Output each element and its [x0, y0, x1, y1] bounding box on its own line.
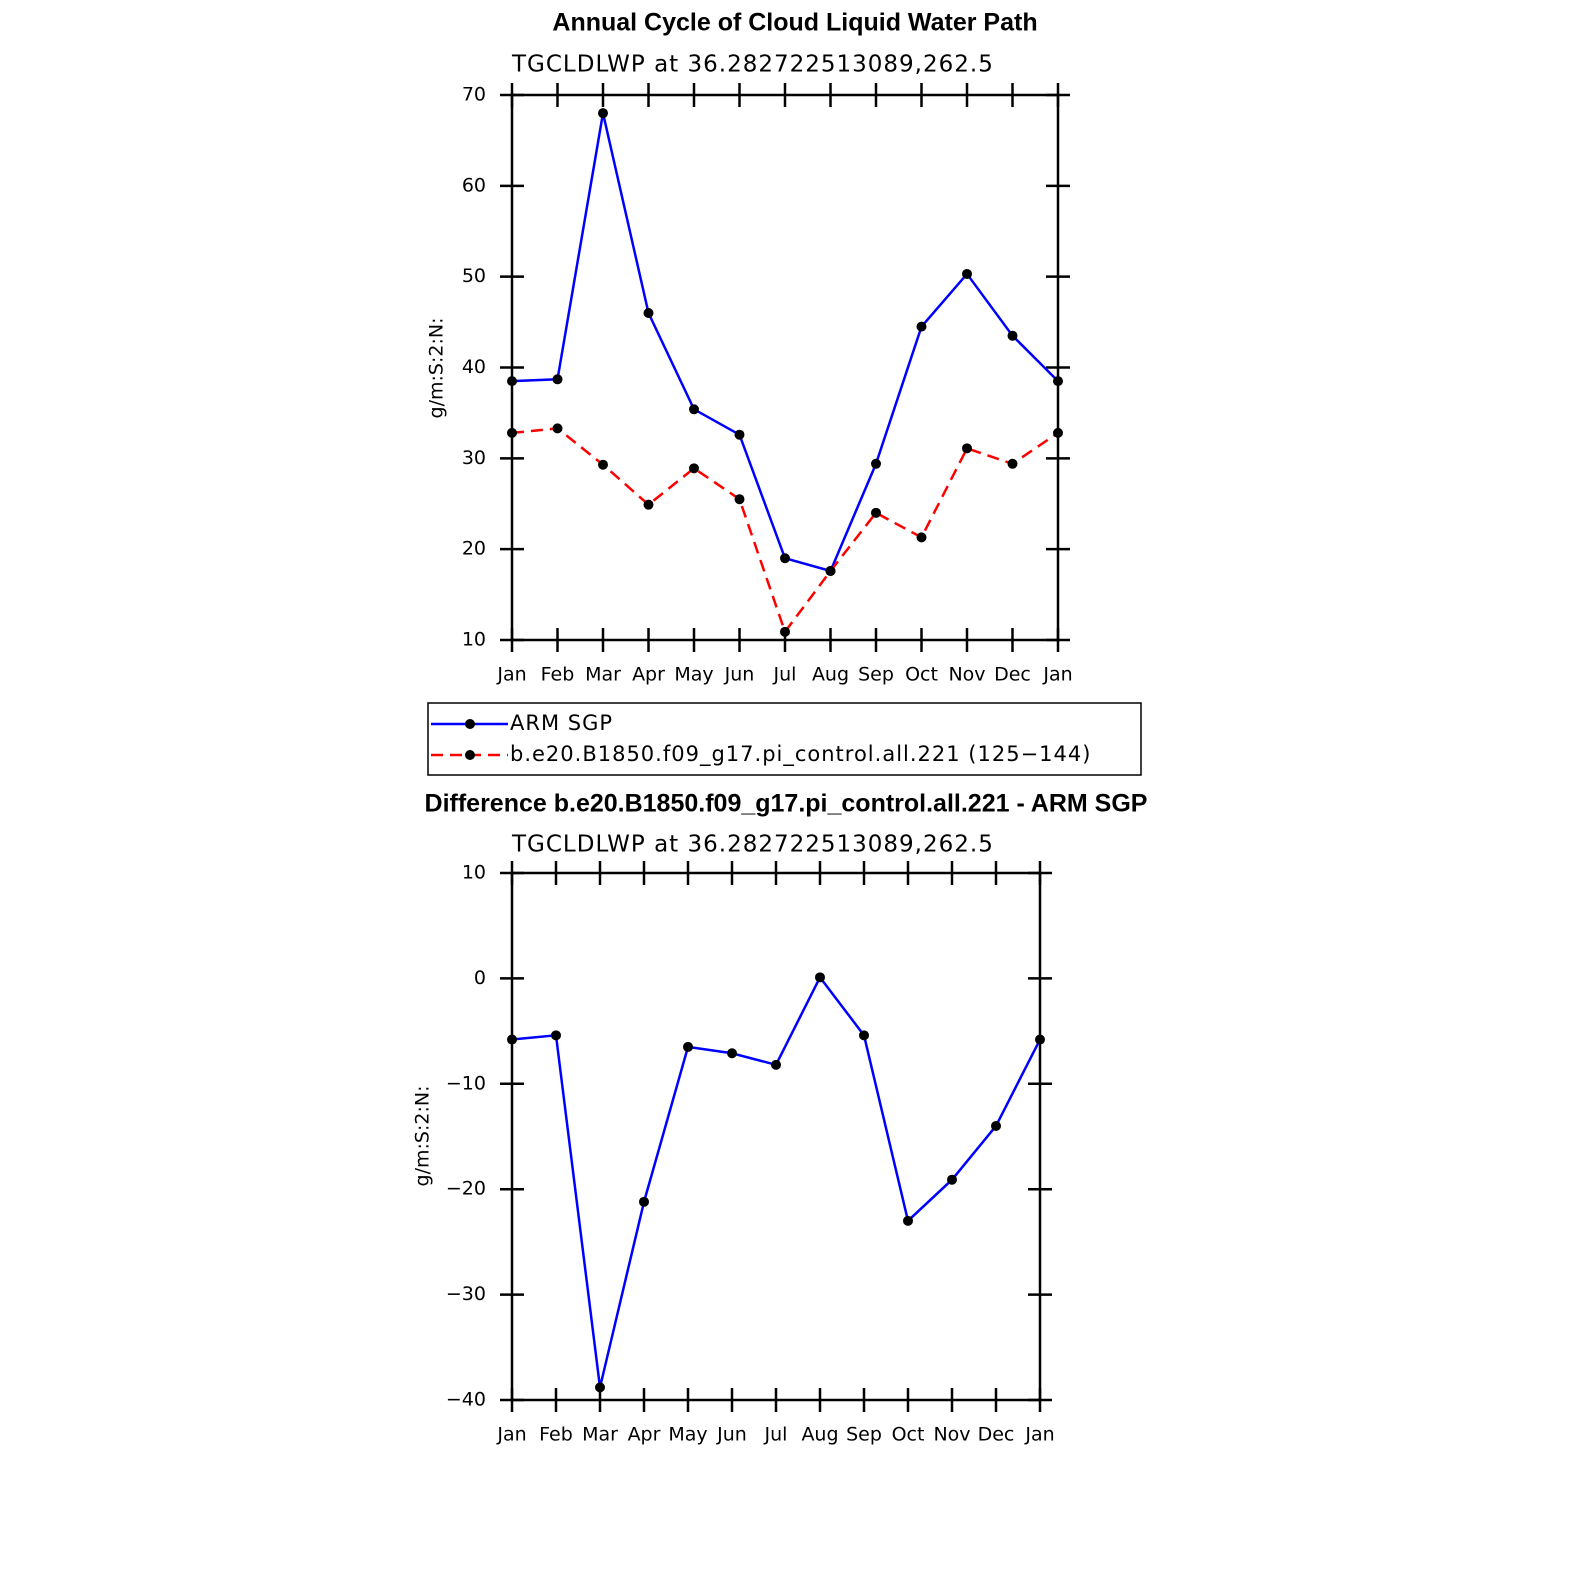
x-tick-label: Jun [716, 1424, 747, 1446]
data-point [1007, 458, 1018, 469]
x-tick-label: Oct [905, 664, 938, 686]
x-tick-label: Jul [764, 1424, 788, 1446]
y-tick-label: −30 [446, 1283, 486, 1305]
y-tick-label: 10 [462, 629, 486, 651]
data-point [643, 308, 654, 318]
data-point [815, 972, 825, 983]
x-tick-label: Aug [812, 664, 849, 686]
data-point [507, 1034, 517, 1045]
x-tick-label: Jan [496, 664, 526, 686]
data-point [1035, 1034, 1045, 1045]
data-point [1053, 427, 1063, 438]
y-tick-label: 10 [462, 862, 486, 884]
data-point [598, 459, 608, 470]
x-tick-label: Jul [773, 664, 797, 686]
data-point [507, 376, 517, 387]
series-line [511, 112, 1059, 573]
y-axis-label: g/m:S:2:N: [412, 1086, 434, 1187]
y-tick-label: 30 [462, 447, 486, 469]
data-point [825, 565, 836, 576]
data-point [916, 532, 927, 543]
y-tick-label: −20 [446, 1178, 486, 1200]
data-point [1007, 330, 1018, 341]
x-tick-label: Dec [978, 1424, 1015, 1446]
data-point [962, 443, 972, 454]
data-point [871, 507, 881, 518]
data-point [780, 553, 790, 564]
chart-subtitle: TGCLDLWP at 36.282722513089,262.5 [511, 832, 994, 858]
data-point [552, 374, 563, 385]
x-tick-label: Feb [539, 1424, 573, 1446]
data-point [689, 463, 699, 474]
x-tick-label: Jan [1042, 664, 1072, 686]
data-point [639, 1196, 649, 1207]
y-tick-label: 20 [462, 538, 486, 560]
x-tick-label: Oct [892, 1424, 925, 1446]
x-tick-label: Sep [858, 664, 894, 686]
x-tick-label: Jun [724, 664, 755, 686]
data-point [727, 1048, 737, 1059]
x-tick-label: Nov [948, 664, 985, 686]
x-tick-label: May [668, 1424, 707, 1446]
x-tick-label: Jan [1024, 1424, 1054, 1446]
data-point [689, 404, 699, 415]
y-tick-label: −10 [446, 1072, 486, 1094]
data-point [991, 1120, 1001, 1131]
legend-box [427, 702, 1142, 776]
legend-marker [465, 750, 475, 760]
data-point [598, 108, 608, 119]
x-tick-label: Aug [801, 1424, 838, 1446]
plot-frame [510, 93, 1060, 642]
x-tick-label: Apr [632, 664, 665, 686]
data-point [551, 1030, 561, 1041]
y-tick-label: 60 [462, 174, 486, 196]
x-tick-label: Dec [994, 664, 1031, 686]
data-point [780, 626, 790, 637]
x-tick-label: Mar [582, 1424, 618, 1446]
plot-frame [510, 871, 1042, 1402]
x-tick-label: Sep [846, 1424, 882, 1446]
x-tick-label: Jan [496, 1424, 526, 1446]
data-point [859, 1030, 869, 1041]
chart-title: Annual Cycle of Cloud Liquid Water Path [552, 9, 1037, 37]
x-tick-label: May [674, 664, 713, 686]
x-tick-label: Feb [541, 664, 575, 686]
x-tick-label: Nov [933, 1424, 970, 1446]
y-axis-label: g/m:S:2:N: [426, 318, 448, 419]
legend-marker [465, 719, 475, 729]
y-tick-label: 40 [462, 356, 486, 378]
series-line [511, 974, 1042, 1388]
data-point [916, 321, 927, 332]
data-point [903, 1215, 913, 1226]
data-point [595, 1382, 605, 1393]
y-tick-label: 70 [462, 84, 486, 106]
x-tick-label: Mar [585, 664, 621, 686]
data-point [552, 423, 563, 434]
y-tick-label: 0 [474, 967, 486, 989]
data-point [771, 1059, 781, 1070]
y-tick-label: 50 [462, 265, 486, 287]
data-point [1053, 376, 1063, 387]
data-point [962, 268, 972, 279]
data-point [683, 1041, 693, 1052]
legend-label: ARM SGP [510, 711, 613, 735]
legend-label: b.e20.B1850.f09_g17.pi_control.all.221 (… [510, 742, 1091, 767]
series-line [511, 427, 1059, 635]
chart-title: Difference b.e20.B1850.f09_g17.pi_contro… [425, 790, 1148, 818]
data-point [734, 429, 745, 440]
data-point [947, 1174, 957, 1185]
data-point [643, 499, 654, 510]
data-point [734, 494, 745, 505]
data-point [507, 427, 517, 438]
x-tick-label: Apr [628, 1424, 661, 1446]
chart-subtitle: TGCLDLWP at 36.282722513089,262.5 [511, 52, 994, 78]
y-tick-label: −40 [446, 1389, 486, 1411]
data-point [871, 458, 881, 469]
